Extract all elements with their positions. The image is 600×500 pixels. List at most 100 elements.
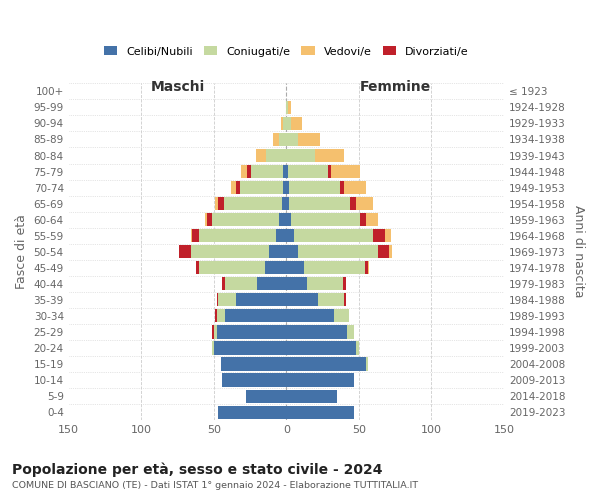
Bar [286,165,288,178]
Bar [179,245,191,258]
Bar [231,181,236,194]
Bar [214,326,217,338]
Bar [298,133,320,146]
Bar [288,101,290,114]
Bar [290,117,302,130]
Bar [286,342,356,354]
Bar [356,197,373,210]
Bar [286,149,316,162]
Bar [307,277,343,290]
Bar [257,277,286,290]
Bar [240,181,283,194]
Bar [289,181,340,194]
Bar [316,149,344,162]
Bar [256,149,266,162]
Text: Femmine: Femmine [359,80,431,94]
Bar [290,213,361,226]
Bar [191,229,192,242]
Bar [343,277,346,290]
Bar [298,245,378,258]
Bar [286,213,290,226]
Bar [286,277,307,290]
Bar [218,406,286,418]
Bar [223,374,286,386]
Bar [318,294,344,306]
Bar [247,165,251,178]
Bar [365,261,368,274]
Bar [212,326,214,338]
Bar [286,133,298,146]
Bar [288,165,328,178]
Bar [304,261,365,274]
Bar [273,133,279,146]
Bar [217,294,218,306]
Bar [224,197,282,210]
Bar [245,390,286,402]
Bar [279,133,286,146]
Bar [205,213,206,226]
Bar [293,229,373,242]
Bar [334,310,349,322]
Bar [350,197,356,210]
Bar [286,261,304,274]
Bar [361,213,366,226]
Bar [283,181,286,194]
Text: Popolazione per età, sesso e stato civile - 2024: Popolazione per età, sesso e stato civil… [12,462,383,477]
Bar [340,181,344,194]
Bar [191,245,269,258]
Bar [286,245,298,258]
Bar [286,101,288,114]
Bar [236,181,240,194]
Bar [356,342,359,354]
Bar [251,165,283,178]
Bar [385,229,391,242]
Bar [215,197,218,210]
Bar [373,229,385,242]
Bar [286,197,289,210]
Bar [286,406,355,418]
Bar [265,261,286,274]
Bar [206,213,212,226]
Bar [221,358,286,370]
Bar [286,390,337,402]
Y-axis label: Fasce di età: Fasce di età [15,214,28,289]
Bar [286,294,318,306]
Bar [223,277,226,290]
Bar [279,213,286,226]
Bar [218,294,236,306]
Bar [283,117,286,130]
Bar [289,197,350,210]
Bar [286,229,293,242]
Bar [196,261,199,274]
Bar [286,326,347,338]
Bar [378,245,389,258]
Bar [241,165,247,178]
Bar [389,245,392,258]
Bar [199,229,276,242]
Bar [328,165,331,178]
Bar [214,342,286,354]
Text: COMUNE DI BASCIANO (TE) - Dati ISTAT 1° gennaio 2024 - Elaborazione TUTTITALIA.I: COMUNE DI BASCIANO (TE) - Dati ISTAT 1° … [12,481,418,490]
Bar [226,277,257,290]
Bar [276,229,286,242]
Bar [269,245,286,258]
Bar [286,374,355,386]
Text: Maschi: Maschi [151,80,205,94]
Bar [212,213,279,226]
Bar [281,117,283,130]
Y-axis label: Anni di nascita: Anni di nascita [572,206,585,298]
Bar [347,326,355,338]
Bar [217,310,226,322]
Bar [266,149,286,162]
Bar [286,117,290,130]
Bar [368,261,369,274]
Bar [331,165,361,178]
Bar [212,342,214,354]
Bar [286,358,366,370]
Bar [215,310,217,322]
Bar [344,181,366,194]
Bar [226,310,286,322]
Bar [286,310,334,322]
Legend: Celibi/Nubili, Coniugati/e, Vedovi/e, Divorziati/e: Celibi/Nubili, Coniugati/e, Vedovi/e, Di… [100,42,473,61]
Bar [366,358,368,370]
